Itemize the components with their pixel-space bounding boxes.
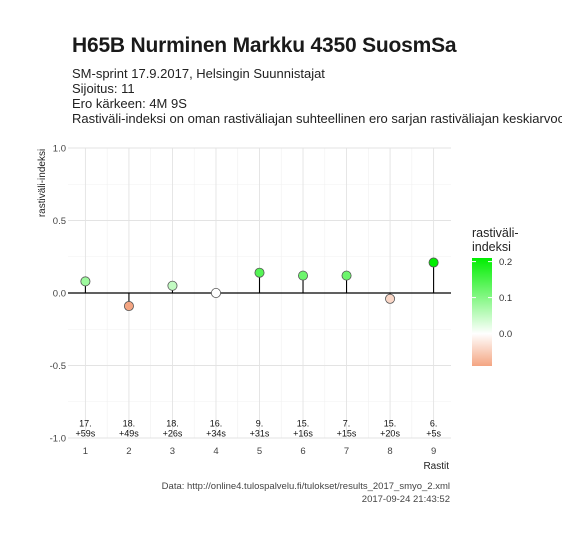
x-tick-label: 2 (126, 446, 131, 457)
y-tick-label: -1.0 (50, 434, 66, 445)
y-tick-label: 0.0 (53, 289, 66, 300)
legend-label: 0.2 (499, 257, 512, 268)
legend-title-line-2: indeksi (472, 240, 511, 254)
point-label-rank-3: 18. (166, 419, 179, 429)
y-tick-label: 1.0 (53, 144, 66, 155)
point-label-diff-5: +31s (250, 429, 270, 439)
y-axis-label: rastiväli-indeksi (37, 149, 48, 217)
y-tick-label: -0.5 (50, 361, 66, 372)
legend-colorbar (472, 258, 492, 366)
axes: rastiväli-indeksi Rastit (37, 149, 449, 472)
x-tick-label: 6 (300, 446, 305, 457)
subtitle-description: Rastiväli-indeksi on oman rastiväliajan … (72, 111, 562, 126)
legend-label: 0.1 (499, 293, 512, 304)
point-3 (167, 280, 178, 291)
point-label-diff-4: +34s (206, 429, 226, 439)
legend-label: 0.0 (499, 329, 512, 340)
subtitle-gap: Ero kärkeen: 4M 9S (72, 96, 187, 111)
caption-source: Data: http://online4.tulospalvelu.fi/tul… (161, 481, 450, 492)
point-label-diff-8: +20s (380, 429, 400, 439)
point-label-diff-6: +16s (293, 429, 313, 439)
subtitle-placing: Sijoitus: 11 (72, 81, 135, 96)
point-label-rank-5: 9. (256, 419, 264, 429)
point-4 (210, 287, 221, 298)
point-label-rank-1: 17. (79, 419, 92, 429)
point-8 (385, 293, 396, 304)
chart-title: H65B Nurminen Markku 4350 SuosmSa (72, 34, 457, 57)
point-label-rank-8: 15. (384, 419, 397, 429)
caption-timestamp: 2017-09-24 21:43:52 (361, 494, 450, 505)
data-points (80, 257, 439, 312)
point-label-rank-2: 18. (123, 419, 136, 429)
point-label-rank-6: 15. (297, 419, 310, 429)
point-label-diff-2: +49s (119, 429, 139, 439)
point-label-rank-9: 6. (430, 419, 438, 429)
legend-title-line-1: rastiväli- (472, 226, 519, 240)
point-5 (254, 267, 265, 278)
point-label-rank-7: 7. (343, 419, 351, 429)
point-label-rank-4: 16. (210, 419, 223, 429)
point-label-diff-3: +26s (163, 429, 183, 439)
point-label-diff-9: +5s (426, 429, 441, 439)
x-tick-label: 5 (257, 446, 262, 457)
point-9 (428, 257, 439, 268)
x-axis-label: Rastit (423, 461, 449, 472)
legend-title: rastiväli- indeksi (472, 226, 522, 254)
point-2 (123, 301, 134, 312)
x-tick-label: 9 (431, 446, 436, 457)
y-tick-label: 0.5 (53, 216, 66, 227)
point-labels: 17.+59s18.+49s18.+26s16.+34s9.+31s15.+16… (76, 419, 442, 439)
point-label-diff-1: +59s (76, 429, 96, 439)
point-6 (298, 270, 309, 281)
x-tick-label: 4 (213, 446, 218, 457)
x-tick-label: 3 (170, 446, 175, 457)
point-7 (341, 270, 352, 281)
point-1 (80, 276, 91, 287)
x-tick-label: 7 (344, 446, 349, 457)
x-tick-label: 8 (387, 446, 392, 457)
subtitle-event: SM-sprint 17.9.2017, Helsingin Suunnista… (72, 66, 325, 81)
x-tick-label: 1 (83, 446, 88, 457)
point-label-diff-7: +15s (337, 429, 357, 439)
legend: rastiväli- indeksi 0.2 0.1 0.0 (472, 226, 522, 366)
